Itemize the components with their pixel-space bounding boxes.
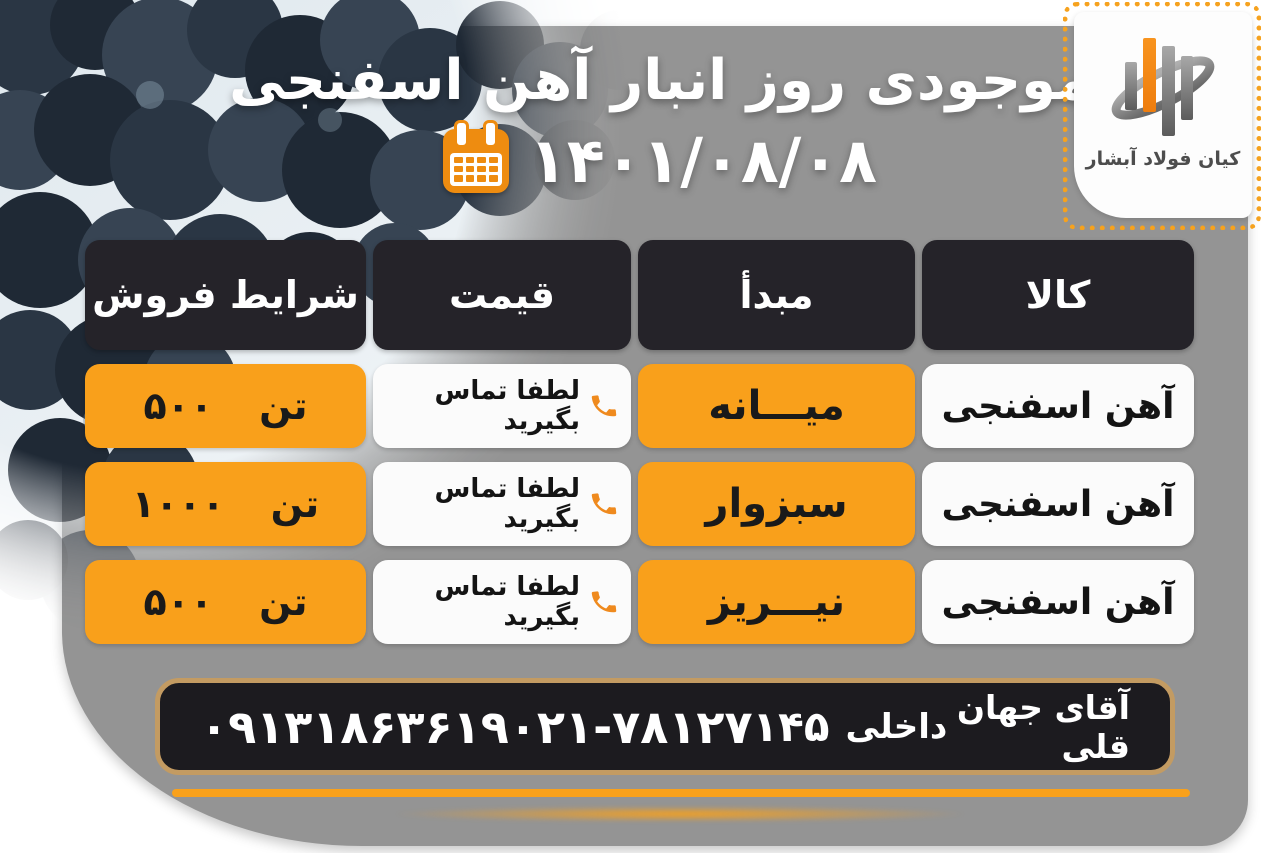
title-block: موجودی روز انبار آهن اسفنجی ۱۴۰۱/۰۸/۰۸ xyxy=(180,46,1140,197)
table-row-price: لطفا تماس بگیرید xyxy=(373,364,631,448)
bottom-orange-glow xyxy=(390,806,970,822)
terms-unit: تن xyxy=(259,580,308,624)
phone-icon xyxy=(591,493,617,515)
table-row-origin: نیـــریز xyxy=(638,560,915,644)
contact-phone: ۰۲۱-۷۸۱۲۷ xyxy=(508,699,753,754)
contact-name: آقای جهان قلی xyxy=(956,687,1130,766)
header-product: کالا xyxy=(922,240,1194,350)
page-title: موجودی روز انبار آهن اسفنجی xyxy=(229,48,1091,113)
table-row-product: آهن اسفنجی xyxy=(922,560,1194,644)
phone-icon xyxy=(591,395,617,417)
price-note: لطفا تماس بگیرید xyxy=(434,572,580,632)
terms-qty: ۱۰۰۰ xyxy=(131,482,225,526)
header-price: قیمت xyxy=(373,240,631,350)
terms-unit: تن xyxy=(259,384,308,428)
calendar-icon xyxy=(442,119,509,193)
date-row: ۱۴۰۱/۰۸/۰۸ xyxy=(180,119,1140,197)
table-row-origin: سبزوار xyxy=(638,462,915,546)
terms-unit: تن xyxy=(270,482,320,526)
header-origin: مبدأ xyxy=(638,240,915,350)
phone-icon xyxy=(591,591,617,613)
table-row-product: آهن اسفنجی xyxy=(922,364,1194,448)
price-note: لطفا تماس بگیرید xyxy=(434,474,580,534)
extension-label: داخلی xyxy=(845,706,948,747)
contact-mobile: ۰۹۱۳۱۸۶۳۶۱۹ xyxy=(200,699,509,754)
table-row-terms: ۵۰۰ تن xyxy=(85,560,366,644)
inventory-table: کالا مبدأ قیمت شرایط فروش آهن اسفنجی میـ… xyxy=(85,240,1194,644)
table-row-terms: ۵۰۰ تن xyxy=(85,364,366,448)
table-row-origin: میـــانه xyxy=(638,364,915,448)
date-value: ۱۴۰۱/۰۸/۰۸ xyxy=(528,124,878,197)
terms-qty: ۵۰۰ xyxy=(143,384,214,428)
contact-extension: داخلی ۱۴۵ xyxy=(753,702,948,751)
company-logo-card: کیان فولاد آبشار xyxy=(1063,2,1261,230)
table-row-product: آهن اسفنجی xyxy=(922,462,1194,546)
company-logo-icon xyxy=(1111,38,1215,136)
price-note: لطفا تماس بگیرید xyxy=(434,376,580,436)
table-row-price: لطفا تماس بگیرید xyxy=(373,462,631,546)
terms-qty: ۵۰۰ xyxy=(143,580,214,624)
contact-bar: آقای جهان قلی داخلی ۱۴۵ ۰۲۱-۷۸۱۲۷ ۰۹۱۳۱۸… xyxy=(155,678,1175,775)
company-name: کیان فولاد آبشار xyxy=(1085,148,1241,170)
table-row-terms: ۱۰۰۰ تن xyxy=(85,462,366,546)
table-row-price: لطفا تماس بگیرید xyxy=(373,560,631,644)
extension-number: ۱۴۵ xyxy=(752,702,830,751)
header-terms: شرایط فروش xyxy=(85,240,366,350)
bottom-orange-rule xyxy=(172,789,1190,797)
